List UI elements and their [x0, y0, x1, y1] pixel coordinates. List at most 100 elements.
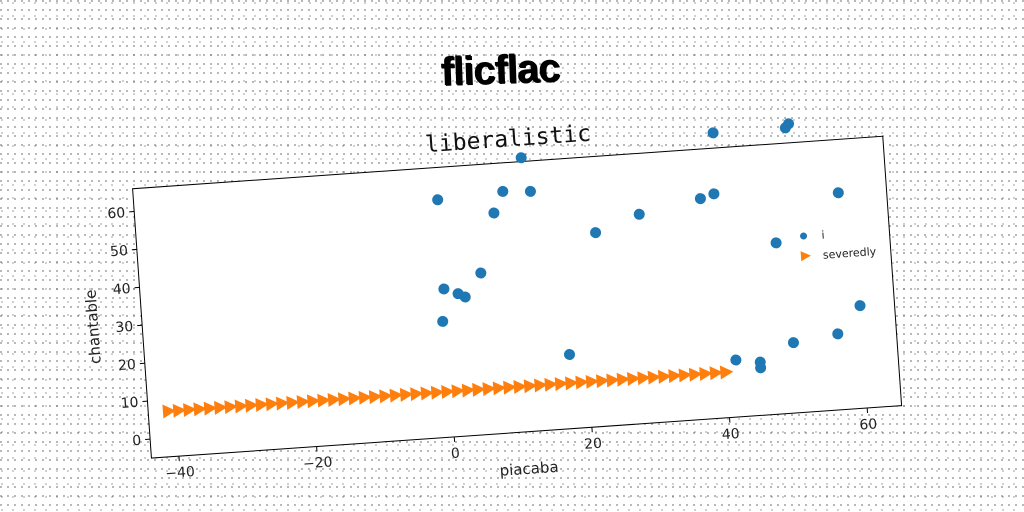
x-tick-label: 0	[450, 446, 460, 463]
triangle-marker	[399, 387, 414, 402]
scatter-point	[524, 185, 536, 197]
triangle-marker	[492, 381, 507, 396]
scatter-point	[437, 315, 449, 327]
scatter-point	[832, 187, 844, 199]
triangle-marker	[575, 375, 589, 390]
triangle-marker	[503, 380, 517, 395]
triangle-marker	[688, 367, 703, 382]
scatter-point	[515, 152, 527, 164]
scatter-point	[854, 300, 866, 312]
triangle-marker	[327, 392, 342, 407]
triangle-marker	[317, 393, 331, 408]
x-tick-label: −40	[165, 464, 196, 482]
triangle-marker	[389, 388, 403, 403]
triangle-marker	[348, 391, 362, 406]
scatter-point	[708, 188, 720, 200]
triangle-marker	[523, 379, 538, 394]
triangle-marker	[172, 403, 187, 418]
y-tick-label: 10	[120, 395, 139, 412]
triangle-marker	[183, 403, 197, 418]
scatter-point	[438, 283, 450, 295]
triangle-marker	[709, 366, 724, 381]
triangle-marker	[245, 398, 259, 413]
triangle-marker	[596, 374, 610, 389]
scatter-point	[432, 194, 444, 206]
legend-label: i	[821, 229, 825, 242]
legend-label: severedly	[822, 245, 877, 262]
legend-marker-triangle	[800, 251, 811, 262]
chart-title: liberalistic	[424, 121, 592, 159]
triangle-marker	[162, 404, 176, 419]
triangle-marker	[626, 372, 641, 387]
scatter-point	[590, 227, 602, 239]
triangle-marker	[534, 378, 548, 393]
triangle-marker	[430, 385, 445, 400]
y-axis: 0 10 20 30 40 50 60	[107, 205, 151, 450]
triangle-marker	[306, 394, 321, 409]
x-axis: −40 −20 0 20 40 60	[165, 407, 878, 482]
scatter-point	[633, 208, 645, 220]
scatter-point	[770, 237, 782, 249]
triangle-marker	[214, 400, 228, 415]
triangle-marker	[699, 367, 713, 381]
triangle-marker	[637, 371, 651, 386]
triangle-marker	[368, 390, 383, 405]
triangle-marker	[544, 377, 558, 392]
triangle-marker	[275, 396, 290, 411]
triangle-marker	[554, 377, 569, 392]
scatter-point	[787, 337, 799, 349]
triangle-marker	[265, 397, 280, 412]
triangle-marker	[193, 402, 207, 417]
y-tick-label: 50	[110, 243, 129, 260]
triangle-marker	[296, 395, 311, 410]
triangle-marker	[668, 369, 682, 384]
y-tick-label: 30	[115, 319, 134, 336]
x-tick-label: 60	[859, 416, 878, 433]
y-axis-label: chantable	[82, 289, 105, 365]
triangle-marker	[286, 395, 300, 410]
triangle-marker	[337, 392, 352, 407]
triangle-marker	[616, 372, 631, 387]
triangle-marker	[420, 386, 434, 401]
y-tick-label: 0	[132, 433, 142, 450]
scatter-point	[783, 118, 795, 130]
plot-area	[132, 135, 903, 459]
triangle-marker	[410, 387, 424, 402]
legend-marker-circle	[800, 232, 808, 240]
triangle-marker	[461, 383, 476, 398]
triangle-marker	[234, 399, 249, 414]
scatter-point	[488, 207, 500, 219]
triangle-marker	[379, 389, 393, 404]
y-tick-label: 40	[112, 281, 131, 298]
x-tick-label: 40	[721, 426, 740, 443]
scatter-point	[497, 185, 509, 197]
triangle-marker	[451, 384, 465, 399]
scatter-point	[459, 291, 471, 303]
scatter-point	[707, 127, 719, 139]
scatter-point	[730, 354, 742, 366]
triangle-marker	[678, 368, 693, 383]
triangle-marker	[224, 400, 238, 415]
x-tick-label: −20	[302, 454, 333, 472]
scatter-point	[755, 362, 767, 374]
y-tick-label: 20	[118, 357, 137, 374]
triangle-marker	[647, 370, 662, 385]
triangle-marker	[513, 379, 527, 394]
series-layer	[162, 118, 866, 419]
triangle-marker	[606, 373, 620, 388]
scatter-point	[832, 328, 844, 340]
scatter-point	[564, 348, 576, 360]
triangle-marker	[657, 369, 672, 384]
triangle-marker	[203, 401, 218, 416]
triangle-marker	[255, 398, 269, 413]
triangle-marker	[472, 382, 486, 397]
x-tick-label: 20	[584, 436, 603, 453]
scatter-point	[475, 267, 487, 279]
triangle-marker	[565, 376, 579, 391]
triangle-marker	[585, 374, 600, 389]
triangle-marker	[482, 382, 496, 397]
x-axis-label: piacaba	[499, 458, 559, 480]
legend: i severedly	[800, 229, 877, 262]
triangle-marker	[358, 390, 373, 405]
